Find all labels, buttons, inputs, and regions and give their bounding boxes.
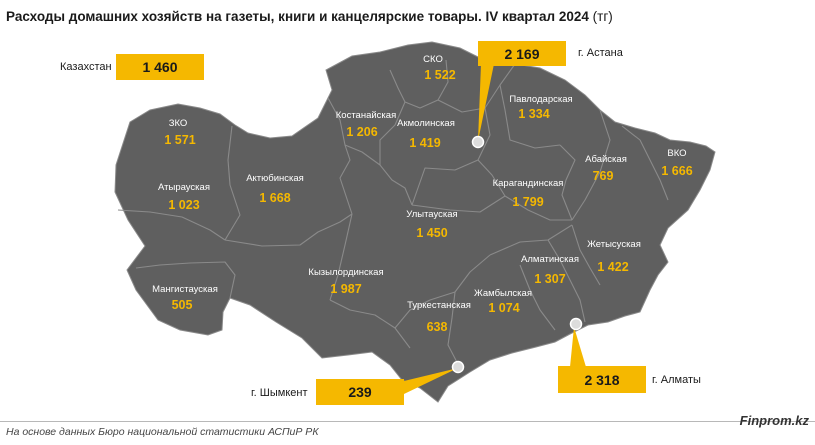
title-text: Расходы домашних хозяйств на газеты, кни… [6, 9, 589, 24]
region-name-almaty-obl: Алматинская [521, 254, 579, 265]
title-unit: (тг) [592, 9, 613, 24]
region-name-zhambyl: Жамбылская [474, 288, 532, 299]
shymkent-value: 239 [316, 379, 404, 405]
region-value-ulytau: 1 450 [416, 226, 447, 240]
region-value-aktobe: 1 668 [259, 191, 290, 205]
region-name-aktobe: Актюбинская [246, 173, 304, 184]
astana-marker [471, 135, 485, 149]
region-labels: СКО 1 522 ЗКО 1 571 Костанайская 1 206 А… [152, 54, 693, 334]
region-value-kyzylorda: 1 987 [330, 282, 361, 296]
region-name-abai: Абайская [585, 154, 627, 165]
region-value-mangystau: 505 [172, 298, 193, 312]
region-value-zko: 1 571 [164, 133, 195, 147]
astana-value: 2 169 [478, 41, 566, 66]
region-name-zko: ЗКО [169, 118, 188, 129]
almaty-label: г. Алматы [652, 374, 701, 386]
almaty-pointer [570, 327, 586, 367]
shymkent-pointer [404, 368, 458, 394]
region-value-kostanay: 1 206 [346, 125, 377, 139]
astana-label: г. Астана [578, 47, 623, 59]
region-value-almaty-obl: 1 307 [534, 272, 565, 286]
almaty-value: 2 318 [558, 366, 646, 393]
region-value-akmola: 1 419 [409, 136, 440, 150]
region-value-vko: 1 666 [661, 164, 692, 178]
source-note: На основе данных Бюро национальной стати… [6, 426, 319, 438]
region-name-zhetysu: Жетысуская [587, 239, 641, 250]
region-name-karaganda: Карагандинская [493, 178, 564, 189]
region-name-vko: ВКО [667, 148, 686, 159]
region-name-kostanay: Костанайская [336, 110, 396, 121]
region-value-turkestan: 638 [427, 320, 448, 334]
astana-pointer [478, 64, 494, 141]
region-value-karaganda: 1 799 [512, 195, 543, 209]
region-name-sko: СКО [423, 54, 443, 65]
region-value-sko: 1 522 [424, 68, 455, 82]
region-borders [117, 59, 669, 369]
kazakhstan-label: Казахстан [60, 61, 112, 73]
region-name-pavlodar: Павлодарская [509, 94, 572, 105]
region-value-atyrau: 1 023 [168, 198, 199, 212]
region-name-akmola: Акмолинская [397, 118, 455, 129]
region-name-ulytau: Улытауская [406, 209, 457, 220]
brand-logo: Finprom.kz [739, 413, 809, 428]
city-pointers [404, 64, 586, 394]
region-value-abai: 769 [593, 169, 614, 183]
country-shape [114, 41, 716, 403]
page-title: Расходы домашних хозяйств на газеты, кни… [6, 9, 613, 24]
region-value-pavlodar: 1 334 [518, 107, 549, 121]
shymkent-marker [451, 360, 465, 374]
footer-divider [0, 421, 815, 422]
shymkent-label: г. Шымкент [251, 387, 308, 399]
region-value-zhambyl: 1 074 [488, 301, 519, 315]
region-name-mangystau: Мангистауская [152, 284, 218, 295]
region-name-kyzylorda: Кызылординская [308, 267, 383, 278]
region-name-atyrau: Атырауская [158, 182, 210, 193]
region-value-zhetysu: 1 422 [597, 260, 628, 274]
region-name-turkestan: Туркестанская [407, 300, 471, 311]
kazakhstan-value: 1 460 [116, 54, 204, 80]
almaty-marker [569, 317, 583, 331]
